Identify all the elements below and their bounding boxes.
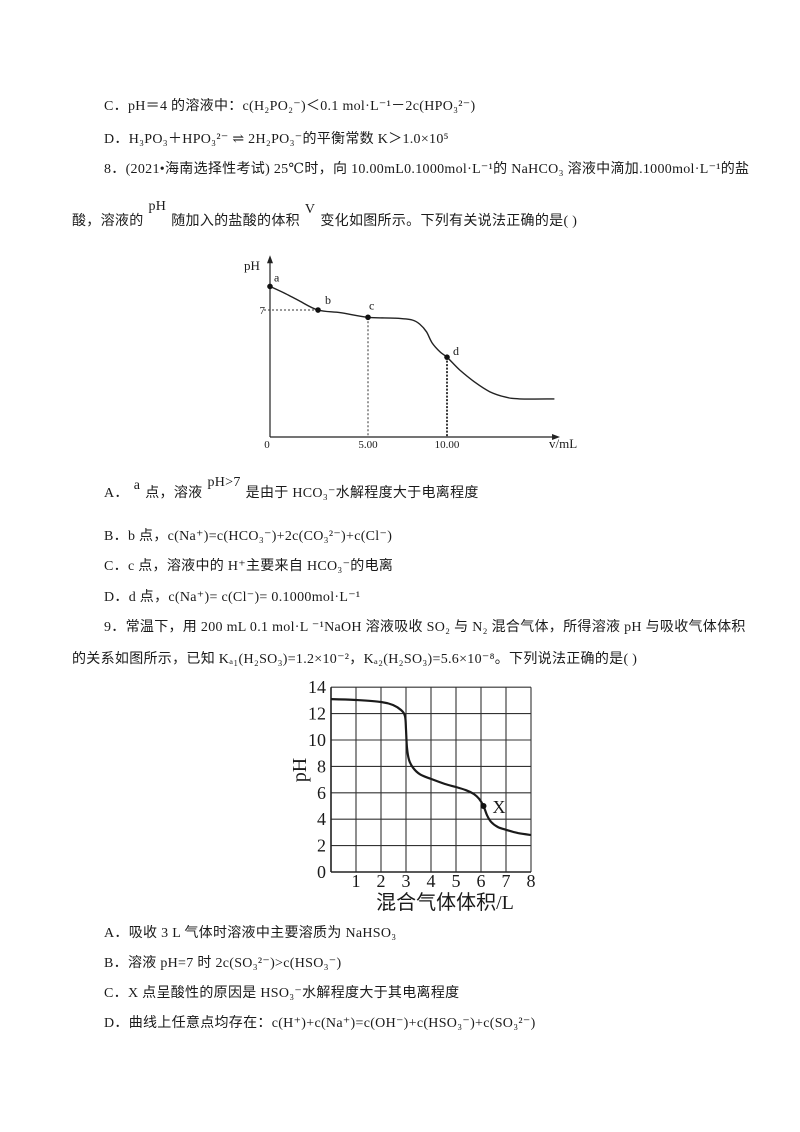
q8-option-a: A． a 点，溶液 pH>7 是由于 HCO₃⁻水解程度大于电离程度: [104, 469, 784, 503]
x-tick-label: 0: [264, 439, 270, 451]
y-tick-label: 0: [317, 862, 326, 882]
q7-option-c: C．pH＝4 的溶液中：c(H₂PO₂⁻)＜0.1 mol·L⁻¹－2c(HPO…: [104, 99, 476, 114]
y-tick-label: 12: [308, 704, 326, 724]
x-tick-label: 5: [452, 871, 461, 891]
point-label-a: a: [274, 270, 280, 284]
q8-option-a-prefix: A．: [104, 486, 129, 501]
titration-curve: [269, 285, 555, 400]
q9-option-d: D．曲线上任意点均存在：c(H⁺)+c(Na⁺)=c(OH⁻)+c(HSO₃⁻)…: [104, 1016, 536, 1031]
ph-titration-chart: pH v/mL 0 5.00 10.00 7 a b c d: [244, 255, 577, 451]
x-axis-label: v/mL: [549, 436, 577, 451]
q8-stem-ph-symbol: pH: [148, 199, 167, 214]
x-tick-label: 3: [402, 871, 411, 891]
q8-option-a-text-part1: 点，溶液: [145, 486, 203, 501]
y-axis-label: pH: [244, 258, 260, 273]
q9-option-b: B．溶液 pH=7 时 2c(SO₃²⁻)>c(HSO₃⁻): [104, 956, 342, 971]
point-label-X: X: [493, 797, 506, 817]
q8-stem-text-part2: 随加入的盐酸的体积: [171, 214, 300, 229]
point-label-b: b: [325, 293, 331, 307]
x-tick-label: 1: [352, 871, 361, 891]
x-tick-label: 4: [427, 871, 436, 891]
x-axis-arrow-icon: [552, 434, 561, 440]
ph-curve: [330, 698, 532, 837]
q8-option-a-ph: pH>7: [207, 475, 241, 490]
x-tick-label: 10.00: [435, 439, 460, 451]
q8-option-a-point: a: [133, 478, 141, 493]
y-tick-label: 10: [308, 730, 326, 750]
point-X: [480, 803, 487, 809]
q8-stem-text-part3: 变化如图所示。下列有关说法正确的是( ): [320, 214, 578, 229]
point-label-c: c: [369, 298, 374, 312]
x-tick-label: 8: [527, 871, 536, 891]
point-a: [267, 283, 273, 290]
x-tick-label: 7: [502, 871, 511, 891]
x-axis-label: 混合气体体积/L: [376, 891, 514, 914]
q8-option-a-text-part2: 是由于 HCO₃⁻水解程度大于电离程度: [245, 486, 479, 501]
point-label-d: d: [453, 344, 459, 358]
q8-option-d: D．d 点，c(Na⁺)= c(Cl⁻)= 0.1000mol·L⁻¹: [104, 590, 361, 605]
q8-option-c: C．c 点，溶液中的 H⁺主要来自 HCO₃⁻的电离: [104, 559, 394, 574]
y-axis-arrow-icon: [267, 255, 273, 264]
q8-stem-line1: 8．(2021•海南选择性考试) 25℃时，向 10.00mL0.1000mol…: [104, 162, 750, 177]
y-tick-label: 7: [260, 305, 266, 317]
point-b: [315, 307, 321, 313]
y-axis-label: pH: [289, 758, 311, 782]
q8-option-b: B．b 点，c(Na⁺)=c(HCO₃⁻)+2c(CO₃²⁻)+c(Cl⁻): [104, 529, 393, 544]
x-tick-label: 2: [377, 871, 386, 891]
point-d: [444, 354, 450, 360]
q9-stem-line2: 的关系如图所示，已知 Kₐ₁(H₂SO₃)=1.2×10⁻²，Kₐ₂(H₂SO₃…: [72, 652, 638, 667]
y-tick-label: 6: [317, 783, 326, 803]
y-tick-label: 2: [317, 836, 326, 856]
q9-option-a: A．吸收 3 L 气体时溶液中主要溶质为 NaHSO₃: [104, 926, 397, 941]
q8-stem-text-part1: 酸，溶液的: [72, 214, 144, 229]
q9-option-c: C．X 点呈酸性的原因是 HSO₃⁻水解程度大于其电离程度: [104, 986, 460, 1001]
q8-stem-line2: 酸，溶液的 pH 随加入的盐酸的体积 V 变化如图所示。下列有关说法正确的是( ): [72, 197, 784, 231]
q9-stem-line1: 9．常温下，用 200 mL 0.1 mol·L ⁻¹NaOH 溶液吸收 SO₂…: [104, 620, 746, 635]
q7-option-d: D．H₃PO₃＋HPO₃²⁻ ⇌ 2H₂PO₃⁻的平衡常数 K＞1.0×10⁵: [104, 132, 449, 147]
x-tick-label: 5.00: [358, 439, 378, 451]
point-c: [365, 314, 371, 321]
x-tick-label: 6: [477, 871, 486, 891]
y-tick-label: 4: [317, 809, 326, 829]
y-tick-label: 14: [308, 677, 326, 697]
y-tick-label: 8: [317, 756, 326, 776]
q8-stem-volume-symbol: V: [304, 202, 316, 217]
